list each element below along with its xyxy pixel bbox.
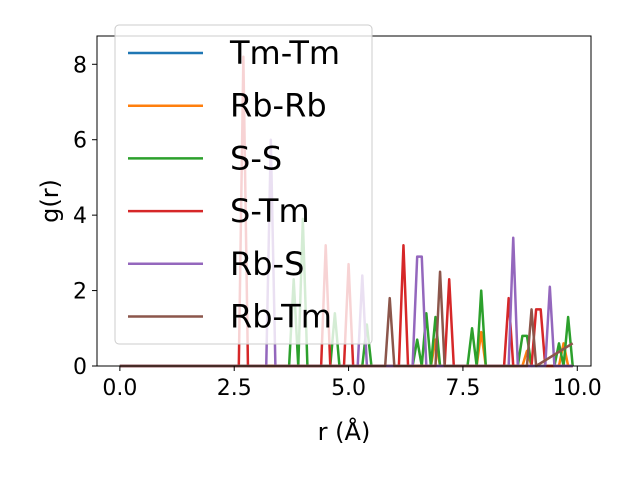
x-tick-label: 5.0	[331, 376, 366, 401]
y-axis: 0 2 4 6 8	[73, 53, 97, 380]
legend-label-s-s: S-S	[230, 139, 282, 177]
y-tick-label: 2	[73, 280, 87, 305]
x-tick-label: 10.0	[553, 376, 602, 401]
x-axis-label: r (Å)	[318, 417, 371, 446]
x-tick-label: 0.0	[102, 376, 137, 401]
legend-label-tm-tm: Tm-Tm	[229, 34, 340, 72]
x-tick-label: 2.5	[217, 376, 252, 401]
series-line-rb-tm	[119, 270, 574, 368]
y-tick-label: 0	[73, 355, 87, 380]
legend-label-rb-tm: Rb-Tm	[230, 298, 332, 336]
legend-label-rb-s: Rb-S	[230, 245, 304, 283]
x-tick-label: 7.5	[445, 376, 480, 401]
legend-box	[114, 24, 373, 345]
legend-label-rb-rb: Rb-Rb	[230, 87, 327, 125]
y-tick-label: 6	[73, 129, 87, 154]
y-tick-label: 8	[73, 53, 87, 78]
x-axis: 0.0 2.5 5.0 7.5 10.0	[102, 366, 602, 401]
legend-label-s-tm: S-Tm	[230, 192, 310, 230]
y-tick-label: 4	[73, 204, 87, 229]
legend: Tm-Tm Rb-Rb S-S S-Tm Rb-S Rb-Tm	[114, 24, 373, 345]
y-axis-label: g(r)	[36, 179, 64, 223]
